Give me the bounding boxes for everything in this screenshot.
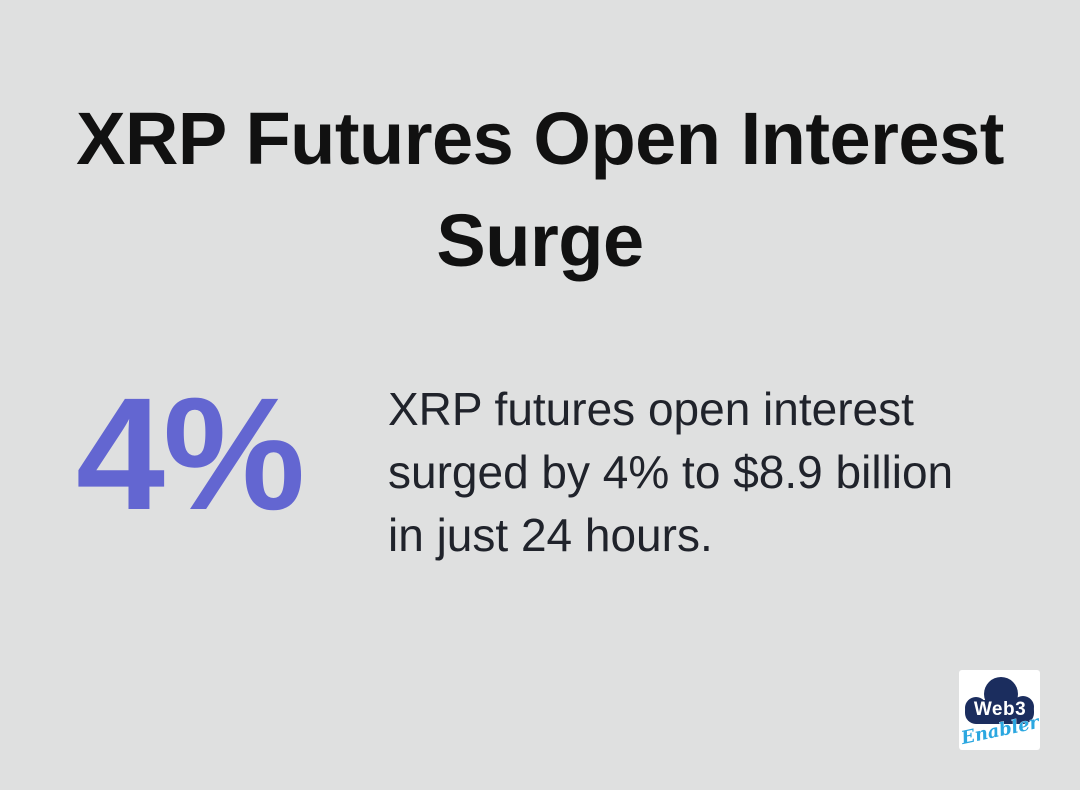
logo-graphic: Web3 Enabler: [959, 677, 1040, 749]
cloud-icon: [965, 677, 1034, 724]
title-line-1: XRP Futures Open Interest: [76, 97, 1004, 180]
stat-description-line-1: XRP futures open interest: [388, 383, 914, 435]
logo-brand-top-text: Web3: [974, 699, 1026, 720]
stat-description-line-3: in just 24 hours.: [388, 509, 713, 561]
title-line-2: Surge: [436, 199, 644, 282]
page-title: XRP Futures Open Interest Surge: [0, 88, 1080, 292]
stat-description: XRP futures open interest surged by 4% t…: [388, 378, 953, 567]
stat-description-line-2: surged by 4% to $8.9 billion: [388, 446, 954, 498]
web3-enabler-logo: Web3 Enabler: [959, 670, 1040, 750]
stat-value: 4%: [76, 364, 305, 543]
